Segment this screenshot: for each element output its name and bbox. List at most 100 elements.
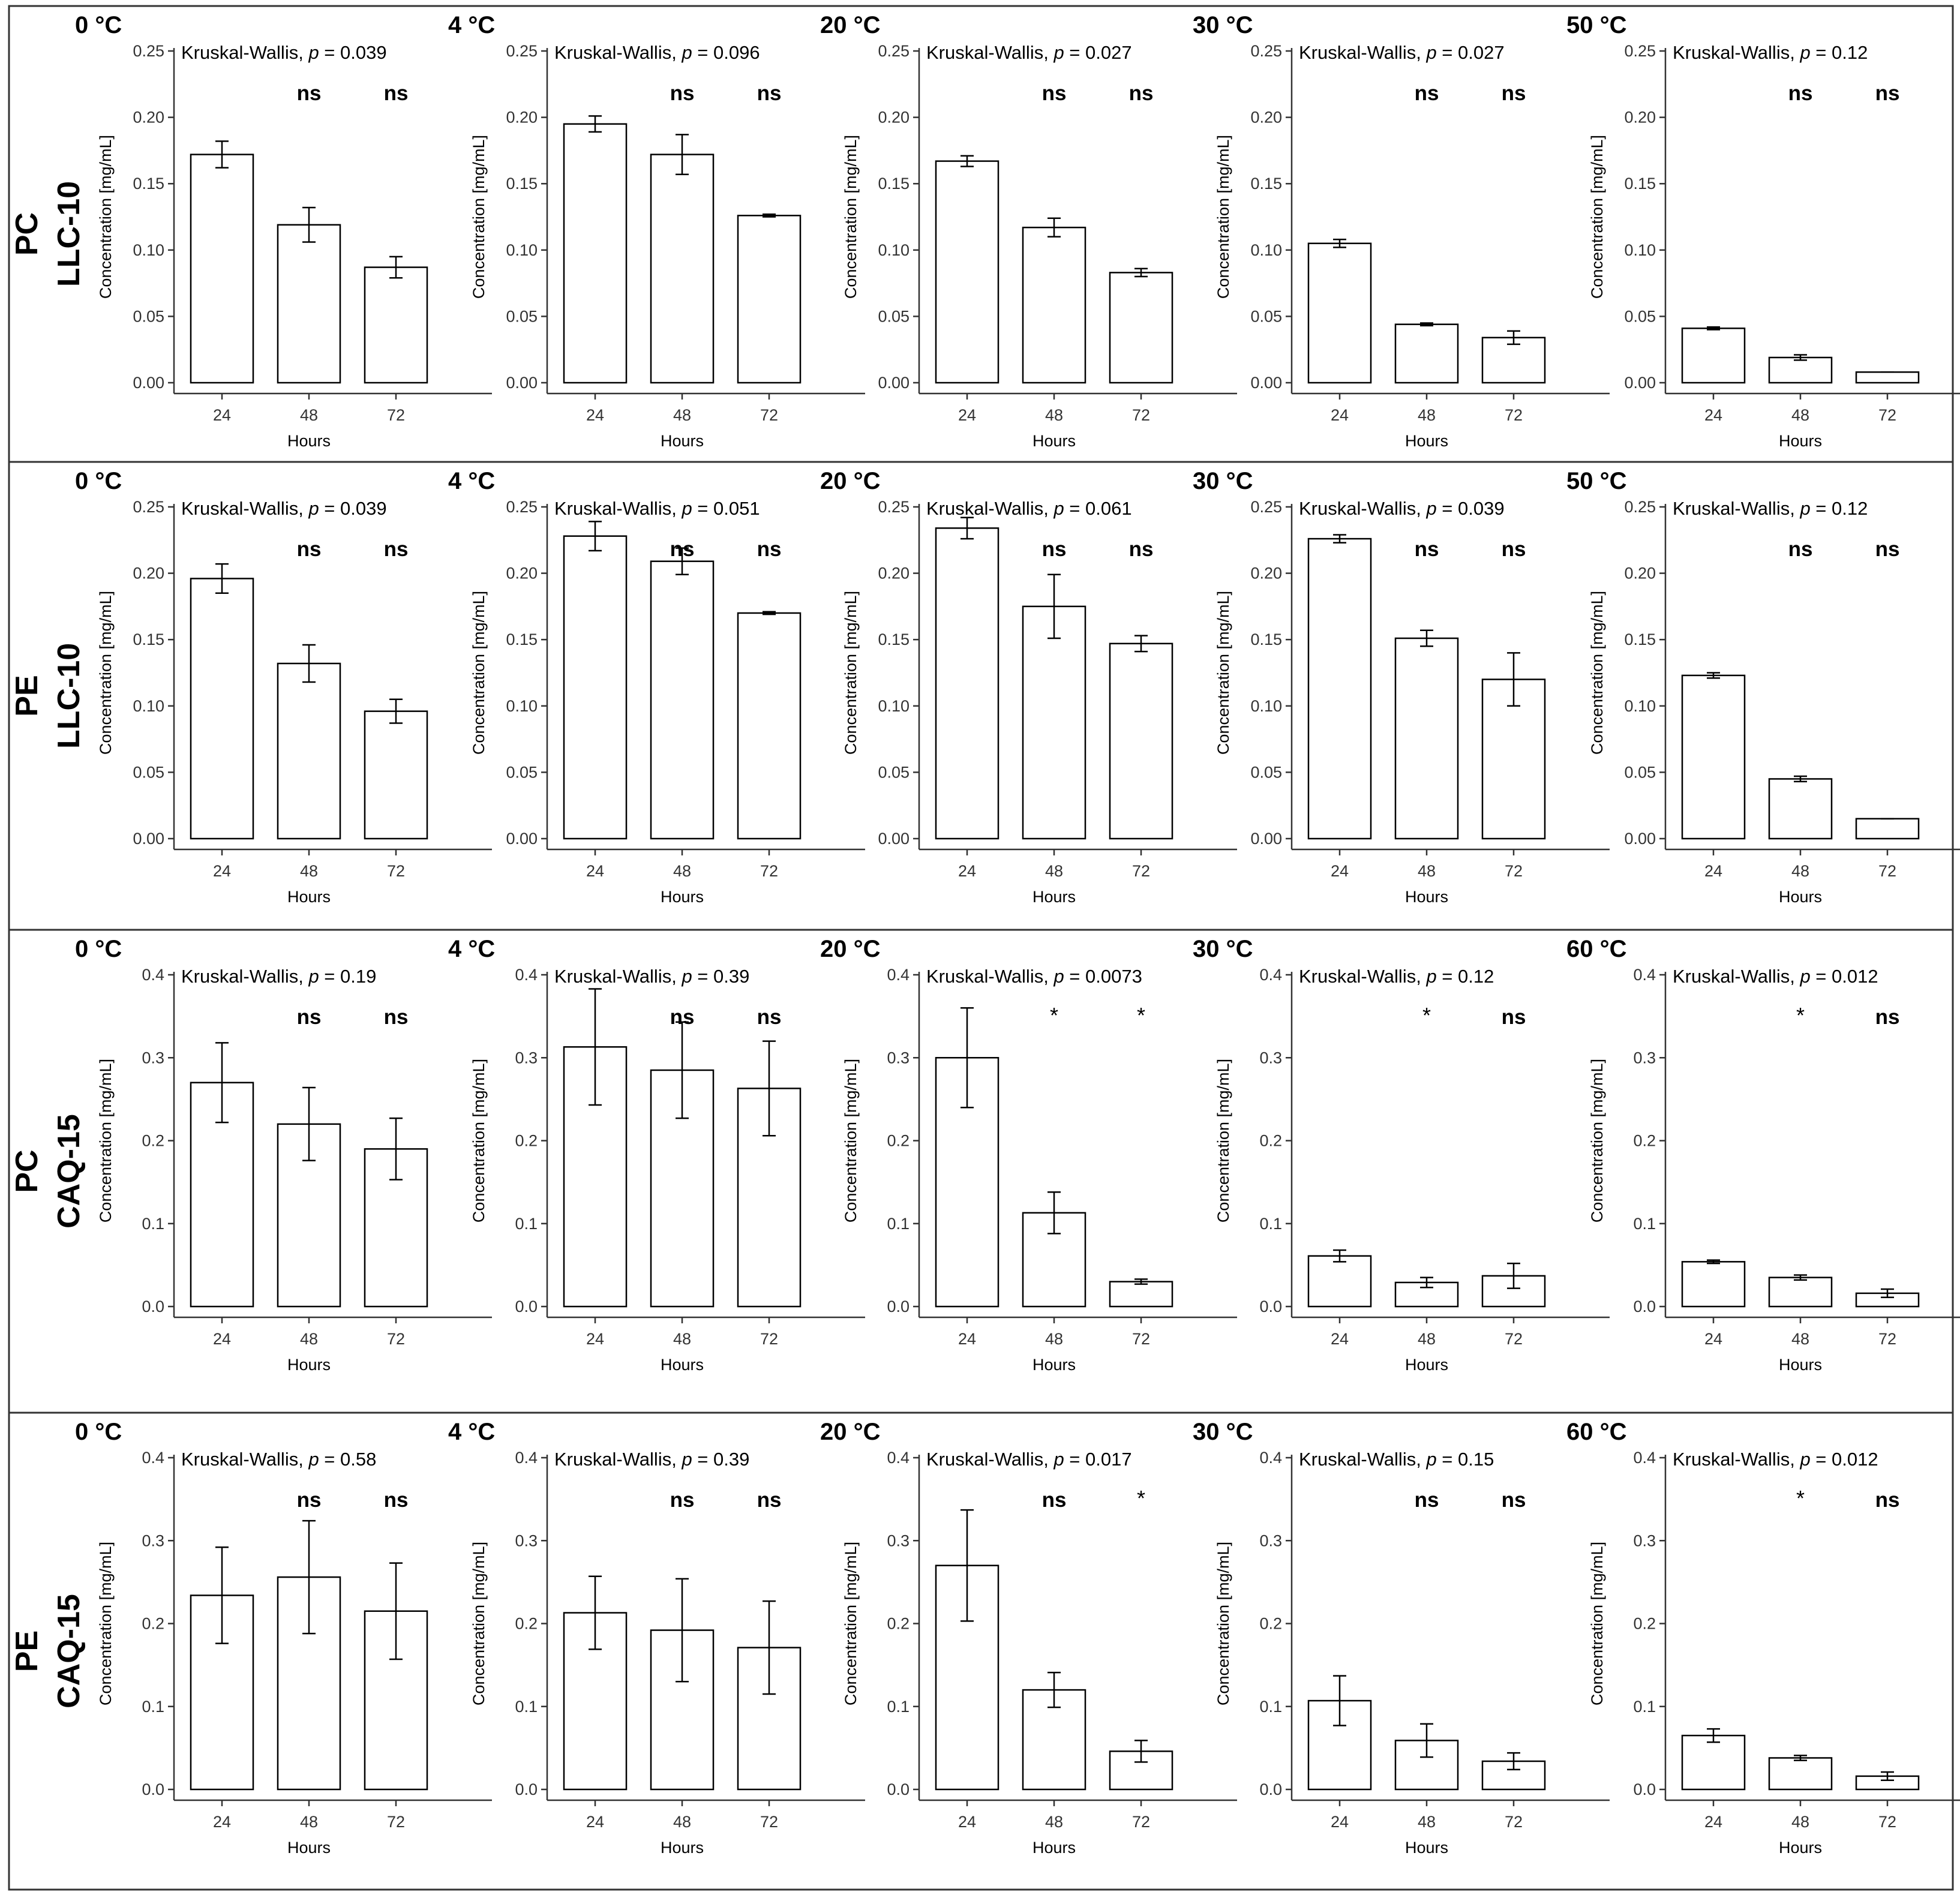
x-tick-label: 24 xyxy=(1704,1330,1722,1348)
bar xyxy=(1768,778,1833,840)
bar xyxy=(1394,1281,1459,1308)
significance-label: ns xyxy=(1129,82,1154,105)
y-tick-label: 0.0 xyxy=(1259,1780,1282,1798)
p-value: = 0.19 xyxy=(319,966,377,987)
significance-label: ns xyxy=(1415,1488,1439,1512)
bar xyxy=(650,154,715,384)
x-tick-label: 72 xyxy=(1132,862,1150,880)
y-tick-label: 0.3 xyxy=(1633,1049,1656,1067)
panel-title: 0 °C xyxy=(75,12,122,38)
y-axis-title: Concentration [mg/mL] xyxy=(842,591,860,755)
bar xyxy=(1109,642,1173,840)
x-axis-title: Hours xyxy=(287,888,331,906)
x-tick-label: 48 xyxy=(1418,1813,1436,1831)
panel-title: 50 °C xyxy=(1566,12,1627,38)
y-tick-label: 0.3 xyxy=(1633,1531,1656,1549)
y-axis-title: Concentration [mg/mL] xyxy=(1214,591,1232,755)
bar xyxy=(737,612,802,840)
x-axis-title: Hours xyxy=(1032,1356,1076,1374)
y-tick-label: 0.05 xyxy=(506,307,538,325)
significance-label: ns xyxy=(670,537,695,561)
y-tick-label: 0.15 xyxy=(1624,630,1656,648)
y-tick-label: 0.05 xyxy=(1624,763,1656,781)
kruskal-wallis-label: Kruskal-Wallis, p = 0.051 xyxy=(554,498,760,519)
x-tick-label: 72 xyxy=(1132,1330,1150,1348)
x-tick-label: 48 xyxy=(1791,862,1809,880)
x-tick-label: 24 xyxy=(958,406,976,424)
kruskal-wallis-label: Kruskal-Wallis, p = 0.0073 xyxy=(926,966,1142,987)
row-label-line2: CAQ-15 xyxy=(52,1594,86,1708)
bar xyxy=(1681,674,1746,840)
p-symbol: p xyxy=(308,966,319,987)
x-tick-label: 24 xyxy=(1704,1813,1722,1831)
p-value: = 0.039 xyxy=(319,42,387,63)
y-tick-label: 0.25 xyxy=(506,498,538,516)
y-tick-label: 0.25 xyxy=(133,498,164,516)
y-tick-label: 0.10 xyxy=(1250,241,1282,259)
p-value: = 0.12 xyxy=(1437,966,1494,987)
test-name: Kruskal-Wallis, xyxy=(926,966,1053,987)
panel-title: 30 °C xyxy=(1193,12,1253,38)
y-tick-label: 0.25 xyxy=(878,42,910,60)
kruskal-wallis-label: Kruskal-Wallis, p = 0.039 xyxy=(181,42,387,63)
x-axis-title: Hours xyxy=(1779,888,1822,906)
y-tick-label: 0.20 xyxy=(506,109,538,127)
x-tick-label: 48 xyxy=(673,862,691,880)
x-tick-label: 48 xyxy=(300,862,318,880)
x-axis-title: Hours xyxy=(287,1839,331,1857)
y-tick-label: 0.2 xyxy=(515,1132,538,1150)
bar xyxy=(1768,1277,1833,1308)
bar xyxy=(190,154,254,384)
row-label-line1: PC xyxy=(10,1149,44,1193)
y-axis-title: Concentration [mg/mL] xyxy=(1214,1542,1232,1705)
p-symbol: p xyxy=(308,498,319,519)
significance-label: ns xyxy=(1502,1488,1526,1512)
y-tick-label: 0.25 xyxy=(878,498,910,516)
x-axis-title: Hours xyxy=(661,1356,704,1374)
x-axis-title: Hours xyxy=(1405,888,1448,906)
significance-label: ns xyxy=(757,1488,782,1512)
test-name: Kruskal-Wallis, xyxy=(1299,498,1426,519)
x-tick-label: 24 xyxy=(1331,1330,1349,1348)
x-tick-label: 72 xyxy=(1505,406,1523,424)
panel-title: 30 °C xyxy=(1193,936,1253,962)
y-tick-label: 0.15 xyxy=(878,175,910,193)
y-tick-label: 0.05 xyxy=(878,307,910,325)
p-value: = 0.15 xyxy=(1437,1449,1494,1470)
x-tick-label: 72 xyxy=(1878,1330,1896,1348)
x-axis-title: Hours xyxy=(1032,1839,1076,1857)
y-tick-label: 0.15 xyxy=(506,630,538,648)
significance-label: ns xyxy=(670,1488,695,1512)
y-tick-label: 0.05 xyxy=(1250,307,1282,325)
y-tick-label: 0.1 xyxy=(1259,1215,1282,1233)
x-tick-label: 72 xyxy=(387,1813,405,1831)
significance-label: ns xyxy=(384,82,409,105)
y-axis-title: Concentration [mg/mL] xyxy=(1214,1059,1232,1223)
y-tick-label: 0.0 xyxy=(142,1298,164,1316)
kruskal-wallis-label: Kruskal-Wallis, p = 0.039 xyxy=(181,498,387,519)
x-tick-label: 48 xyxy=(1045,862,1063,880)
x-tick-label: 24 xyxy=(586,1330,604,1348)
x-tick-label: 72 xyxy=(387,862,405,880)
y-tick-label: 0.1 xyxy=(142,1698,164,1716)
test-name: Kruskal-Wallis, xyxy=(926,498,1053,519)
p-value: = 0.039 xyxy=(319,498,387,519)
x-axis-title: Hours xyxy=(661,432,704,450)
row-label-line1: PE xyxy=(10,1630,44,1672)
x-tick-label: 72 xyxy=(1505,862,1523,880)
row-label-line2: LLC-10 xyxy=(52,643,86,749)
kruskal-wallis-label: Kruskal-Wallis, p = 0.19 xyxy=(181,966,376,987)
y-axis-title: Concentration [mg/mL] xyxy=(842,1059,860,1223)
x-tick-label: 72 xyxy=(387,406,405,424)
x-tick-label: 72 xyxy=(760,406,778,424)
kruskal-wallis-label: Kruskal-Wallis, p = 0.12 xyxy=(1673,42,1868,63)
x-axis-title: Hours xyxy=(1032,432,1076,450)
x-tick-label: 24 xyxy=(1331,406,1349,424)
significance-label: ns xyxy=(1875,82,1900,105)
y-tick-label: 0.2 xyxy=(887,1615,910,1633)
significance-label: ns xyxy=(1502,1005,1526,1029)
bar xyxy=(1109,1281,1173,1308)
p-symbol: p xyxy=(1425,1449,1436,1470)
y-tick-label: 0.00 xyxy=(133,830,164,848)
test-name: Kruskal-Wallis, xyxy=(1299,42,1426,63)
